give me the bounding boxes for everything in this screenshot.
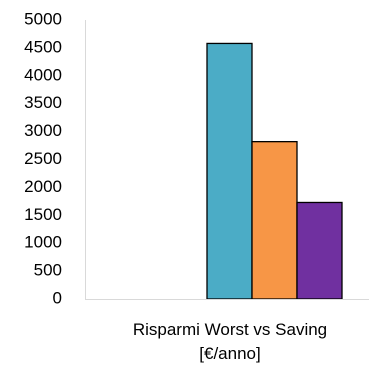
- y-tick-label: 0: [53, 288, 62, 307]
- y-tick-label: 500: [34, 261, 62, 280]
- y-tick-label: 2000: [24, 177, 62, 196]
- y-tick-label: 5000: [24, 9, 62, 28]
- y-tick-label: 4500: [24, 37, 62, 56]
- x-tick-label: Risparmi Worst vs Saving [€/anno]: [132, 320, 328, 363]
- y-tick-label: 1000: [24, 233, 62, 252]
- bar: [206, 42, 253, 300]
- bar: [251, 140, 298, 300]
- y-tick-label: 3000: [24, 121, 62, 140]
- y-tick-label: 1500: [24, 205, 62, 224]
- bar: [296, 201, 343, 300]
- y-tick-label: 4000: [24, 65, 62, 84]
- y-tick-label: 2500: [24, 149, 62, 168]
- y-tick-label: 3500: [24, 93, 62, 112]
